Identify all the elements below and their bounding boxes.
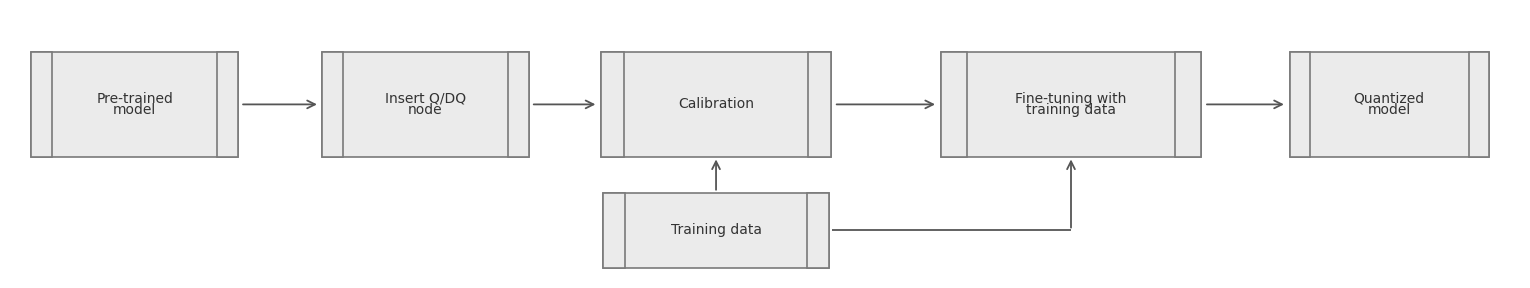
Text: training data: training data [1027, 103, 1115, 117]
Bar [323, 52, 343, 157]
Bar [601, 52, 831, 157]
Bar [808, 52, 831, 157]
Bar [31, 52, 52, 157]
Bar [323, 52, 529, 157]
Bar [508, 52, 529, 157]
Bar [31, 52, 237, 157]
Bar [217, 52, 239, 157]
Bar [941, 52, 1201, 157]
Text: Calibration: Calibration [678, 97, 754, 111]
Bar [603, 193, 829, 268]
Bar [1290, 52, 1489, 157]
Bar [1469, 52, 1489, 157]
Bar [601, 52, 624, 157]
Text: Insert Q/DQ: Insert Q/DQ [384, 92, 467, 105]
Text: Training data: Training data [670, 223, 762, 237]
Text: model: model [1368, 103, 1411, 117]
Bar [806, 193, 829, 268]
Bar [1175, 52, 1201, 157]
Bar [941, 52, 967, 157]
Text: Pre-trained: Pre-trained [96, 92, 173, 105]
Text: Quantized: Quantized [1354, 92, 1424, 105]
Text: Fine-tuning with: Fine-tuning with [1016, 92, 1126, 105]
Text: node: node [409, 103, 442, 117]
Text: model: model [113, 103, 156, 117]
Bar [603, 193, 626, 268]
Bar [1290, 52, 1310, 157]
